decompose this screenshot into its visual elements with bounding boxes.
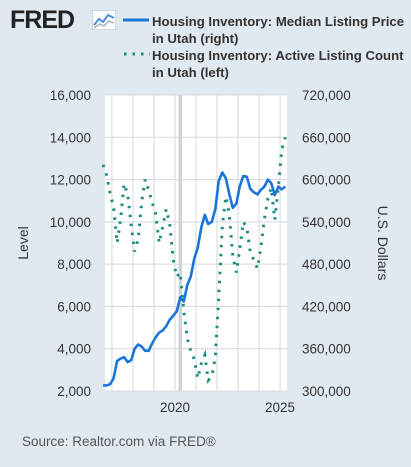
right-tick-label-5: 600,000 bbox=[302, 173, 351, 188]
series-price bbox=[103, 171, 287, 387]
right-tick-label-0: 300,000 bbox=[302, 384, 351, 399]
right-axis-label: U.S. Dollars bbox=[375, 206, 391, 281]
left-tick-label-2: 6,000 bbox=[57, 299, 91, 314]
left-tick-label-7: 16,000 bbox=[50, 88, 91, 103]
left-axis-ticks: 2,000 4,000 6,000 8,000 10,000 12,000 14,000 16… bbox=[50, 88, 91, 399]
legend-entry-count: Housing Inventory: Active Listing Count … bbox=[152, 47, 407, 81]
left-tick-label-5: 12,000 bbox=[50, 173, 91, 188]
x-tick-label-1: 2025 bbox=[265, 400, 295, 415]
legend-entry-price: Housing Inventory: Median Listing Price … bbox=[152, 13, 407, 47]
legend-label-price: Housing Inventory: Median Listing Price … bbox=[152, 14, 405, 46]
right-tick-label-1: 360,000 bbox=[302, 342, 351, 357]
left-tick-label-1: 4,000 bbox=[57, 342, 91, 357]
left-tick-label-4: 10,000 bbox=[50, 215, 91, 230]
left-tick-label-0: 2,000 bbox=[57, 384, 91, 399]
right-tick-label-6: 660,000 bbox=[302, 130, 351, 145]
x-axis-ticks: 2020 2025 bbox=[160, 400, 295, 415]
right-axis-ticks: 300,000 360,000 420,000 480,000 540,000 600,0… bbox=[302, 88, 351, 399]
right-tick-label-7: 720,000 bbox=[302, 88, 351, 103]
horizontal-gridlines bbox=[105, 94, 287, 392]
source-note: Source: Realtor.com via FRED® bbox=[22, 434, 216, 449]
right-tick-label-2: 420,000 bbox=[302, 299, 351, 314]
series-count bbox=[101, 136, 287, 384]
legend-label-count: Housing Inventory: Active Listing Count … bbox=[152, 48, 404, 80]
series-line-active-listing-count bbox=[101, 136, 287, 384]
right-tick-label-3: 480,000 bbox=[302, 257, 351, 272]
x-tick-label-0: 2020 bbox=[160, 400, 190, 415]
left-axis-label: Level bbox=[15, 226, 31, 259]
right-tick-label-4: 540,000 bbox=[302, 215, 351, 230]
recession-band bbox=[178, 95, 182, 391]
left-tick-label-6: 14,000 bbox=[50, 130, 91, 145]
fred-logo[interactable]: FRED bbox=[10, 6, 75, 34]
series-line-median-listing-price bbox=[103, 171, 287, 387]
fred-chart-icon bbox=[92, 10, 116, 30]
left-tick-label-3: 8,000 bbox=[57, 257, 91, 272]
recession-bands bbox=[178, 95, 182, 391]
legend-swatch-price bbox=[123, 18, 149, 22]
